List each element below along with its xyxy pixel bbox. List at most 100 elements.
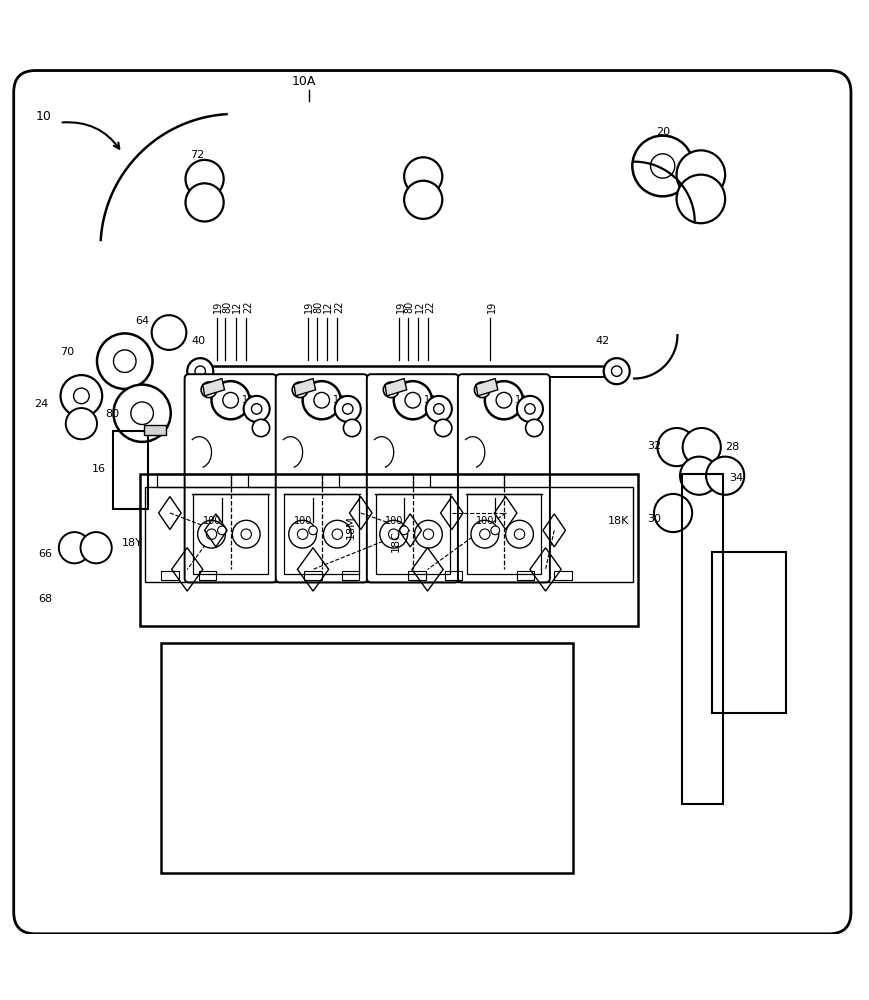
Circle shape (400, 526, 408, 535)
Circle shape (658, 428, 696, 466)
Circle shape (232, 520, 260, 548)
FancyBboxPatch shape (367, 374, 459, 582)
Circle shape (404, 181, 442, 219)
Bar (517, 571, 534, 580)
FancyBboxPatch shape (458, 374, 550, 582)
Text: 28: 28 (725, 442, 740, 452)
Bar (162, 643, 574, 873)
Text: 42: 42 (595, 336, 609, 346)
Text: 100: 100 (476, 516, 494, 526)
Circle shape (308, 526, 317, 535)
Text: 18M: 18M (346, 515, 356, 539)
Circle shape (474, 382, 490, 398)
Circle shape (343, 419, 361, 437)
Text: 20: 20 (656, 127, 670, 137)
Text: 80: 80 (222, 301, 232, 313)
Text: 100: 100 (294, 516, 312, 526)
Text: 80: 80 (313, 301, 323, 313)
Circle shape (415, 520, 442, 548)
Text: 22: 22 (242, 301, 253, 313)
Bar (248, 474, 322, 487)
Text: 12: 12 (415, 301, 425, 313)
Polygon shape (385, 379, 407, 396)
Circle shape (380, 520, 408, 548)
Bar (193, 494, 268, 574)
Circle shape (471, 520, 499, 548)
Circle shape (677, 150, 725, 199)
Bar (342, 571, 359, 580)
Circle shape (517, 396, 543, 422)
Bar (162, 571, 178, 580)
Text: 80: 80 (404, 301, 415, 313)
Circle shape (677, 175, 725, 223)
Circle shape (114, 385, 170, 442)
Text: 32: 32 (647, 441, 661, 451)
Circle shape (526, 419, 543, 437)
Bar (712, 552, 786, 713)
Circle shape (197, 520, 225, 548)
Circle shape (59, 532, 90, 563)
Circle shape (97, 333, 153, 389)
Text: 19: 19 (487, 301, 496, 313)
Circle shape (434, 419, 452, 437)
Circle shape (383, 382, 399, 398)
Bar (445, 571, 462, 580)
Circle shape (633, 136, 693, 196)
Bar (467, 494, 541, 574)
Bar (157, 474, 230, 487)
Bar (114, 431, 149, 509)
Circle shape (211, 381, 249, 419)
Circle shape (187, 358, 213, 384)
Circle shape (81, 532, 112, 563)
Polygon shape (202, 379, 224, 396)
Polygon shape (476, 379, 498, 396)
Bar (145, 487, 634, 582)
Circle shape (491, 526, 500, 535)
Circle shape (61, 375, 103, 417)
Text: 100: 100 (385, 516, 403, 526)
Circle shape (683, 428, 720, 466)
Text: 64: 64 (136, 316, 149, 326)
Circle shape (604, 358, 630, 384)
Bar (339, 474, 413, 487)
Circle shape (302, 381, 341, 419)
Text: 72: 72 (189, 150, 204, 160)
Text: 18C: 18C (391, 530, 401, 552)
Circle shape (217, 526, 226, 535)
Text: 40: 40 (191, 336, 206, 346)
Circle shape (185, 160, 223, 198)
Text: 66: 66 (38, 549, 52, 559)
Bar (144, 425, 165, 435)
Circle shape (404, 157, 442, 195)
Circle shape (654, 494, 693, 532)
Text: 18K: 18K (608, 516, 629, 526)
Text: 100: 100 (202, 516, 222, 526)
Circle shape (426, 396, 452, 422)
Text: 30: 30 (647, 514, 661, 524)
Circle shape (66, 408, 97, 439)
Text: 10A: 10A (291, 75, 315, 88)
Circle shape (152, 315, 186, 350)
Circle shape (680, 457, 718, 495)
Circle shape (292, 382, 308, 398)
Circle shape (289, 520, 316, 548)
Circle shape (706, 457, 744, 495)
Circle shape (394, 381, 432, 419)
Text: 24: 24 (34, 399, 48, 409)
Circle shape (323, 520, 351, 548)
Bar (682, 474, 723, 804)
Text: 12: 12 (232, 301, 242, 313)
Text: 10: 10 (36, 110, 51, 123)
Text: 14: 14 (242, 395, 254, 405)
Text: 70: 70 (60, 347, 74, 357)
Bar (375, 494, 450, 574)
FancyBboxPatch shape (184, 374, 276, 582)
Text: 12: 12 (323, 301, 334, 313)
Text: 16: 16 (92, 464, 106, 474)
Circle shape (252, 419, 269, 437)
Text: 80: 80 (105, 409, 119, 419)
Text: 14: 14 (424, 395, 436, 405)
Circle shape (485, 381, 523, 419)
Circle shape (335, 396, 361, 422)
Text: 14: 14 (515, 395, 527, 405)
